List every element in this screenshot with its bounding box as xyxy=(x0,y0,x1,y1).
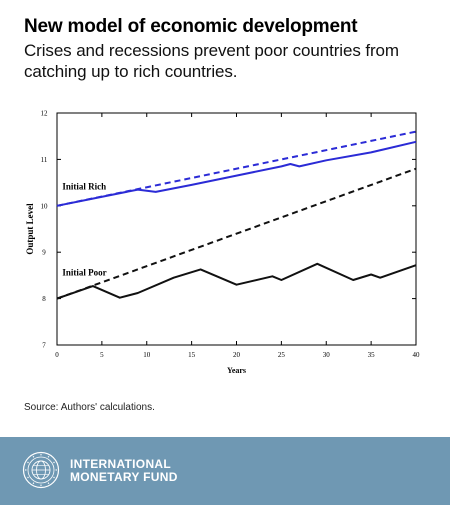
chart-title: New model of economic development xyxy=(24,16,358,37)
x-tick-label: 5 xyxy=(100,351,104,359)
x-tick-label: 40 xyxy=(413,351,421,359)
y-tick-label: 8 xyxy=(42,295,46,303)
y-tick-label: 11 xyxy=(41,156,48,164)
x-axis-label: Years xyxy=(227,366,246,375)
x-tick-label: 15 xyxy=(188,351,196,359)
org-name-line-2: MONETARY FUND xyxy=(70,470,178,484)
series-line-3 xyxy=(56,167,417,300)
x-tick-label: 25 xyxy=(278,351,286,359)
footer-banner: INTERNATIONAL MONETARY FUND xyxy=(0,437,450,505)
y-tick-label: 10 xyxy=(41,202,49,210)
y-tick-label: 9 xyxy=(42,249,46,257)
annotation-2: Initial Poor xyxy=(62,267,106,277)
series-line-1 xyxy=(56,130,417,207)
series-line-2 xyxy=(56,140,417,207)
chart-subtitle: Crises and recessions prevent poor count… xyxy=(24,41,399,81)
x-tick-label: 30 xyxy=(323,351,331,359)
series-line-4 xyxy=(56,262,417,300)
org-name-line-1: INTERNATIONAL xyxy=(70,457,172,471)
y-tick-label: 7 xyxy=(42,342,46,350)
source-note: Source: Authors' calculations. xyxy=(24,402,155,413)
annotation-1: Initial Rich xyxy=(62,182,106,192)
plot-frame xyxy=(56,112,417,346)
org-name: INTERNATIONAL MONETARY FUND xyxy=(70,458,270,484)
x-tick-label: 10 xyxy=(143,351,151,359)
y-axis-label: Output Level xyxy=(25,203,35,255)
x-tick-label: 35 xyxy=(368,351,376,359)
x-tick-label: 0 xyxy=(55,351,59,359)
y-tick-label: 12 xyxy=(41,110,49,118)
x-tick-label: 20 xyxy=(233,351,241,359)
imf-seal-icon xyxy=(22,451,60,489)
